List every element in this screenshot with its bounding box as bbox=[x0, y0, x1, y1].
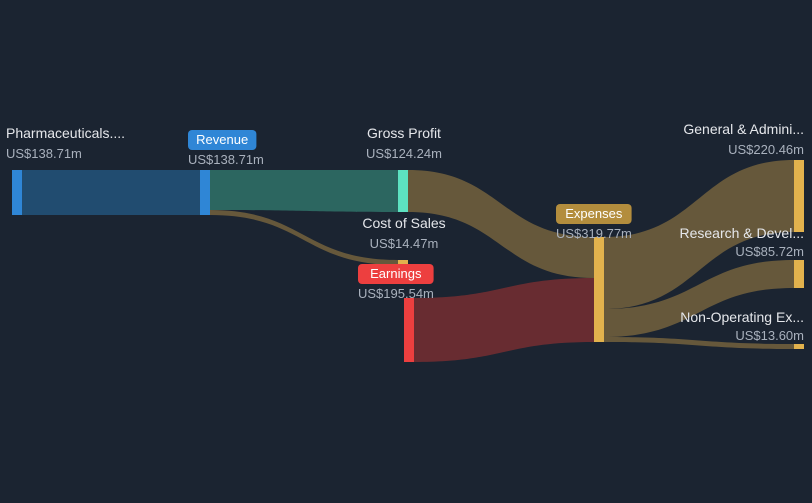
node-rd bbox=[794, 260, 804, 288]
sankey-link-earnings-expenses bbox=[414, 278, 594, 362]
label-revenue: Revenue bbox=[196, 132, 248, 147]
value-expenses: US$319.77m bbox=[556, 226, 632, 241]
value-gross: US$124.24m bbox=[366, 146, 442, 161]
value-cos: US$14.47m bbox=[370, 236, 439, 251]
label-expenses: Expenses bbox=[565, 206, 623, 221]
node-earnings bbox=[404, 298, 414, 362]
node-revenue bbox=[200, 170, 210, 215]
value-pharma: US$138.71m bbox=[6, 146, 82, 161]
value-nonop: US$13.60m bbox=[735, 328, 804, 343]
node-expenses bbox=[594, 237, 604, 342]
label-pharma: Pharmaceuticals.... bbox=[6, 125, 125, 141]
value-ga: US$220.46m bbox=[728, 142, 804, 157]
node-pharma bbox=[12, 170, 22, 215]
label-earnings: Earnings bbox=[370, 266, 422, 281]
value-earnings: US$195.54m bbox=[358, 286, 434, 301]
label-cos: Cost of Sales bbox=[362, 215, 445, 231]
label-nonop: Non-Operating Ex... bbox=[680, 309, 804, 325]
label-rd: Research & Devel... bbox=[680, 225, 805, 241]
label-gross: Gross Profit bbox=[367, 125, 441, 141]
node-ga bbox=[794, 160, 804, 232]
value-rd: US$85.72m bbox=[735, 244, 804, 259]
sankey-link-revenue-gross bbox=[210, 170, 398, 212]
value-revenue: US$138.71m bbox=[188, 152, 264, 167]
sankey-chart: Pharmaceuticals.... US$138.71m Revenue US$1… bbox=[0, 0, 812, 503]
sankey-link-pharma-revenue bbox=[22, 170, 200, 215]
label-ga: General & Admini... bbox=[683, 121, 804, 137]
node-nonop bbox=[794, 344, 804, 349]
node-gross bbox=[398, 170, 408, 212]
